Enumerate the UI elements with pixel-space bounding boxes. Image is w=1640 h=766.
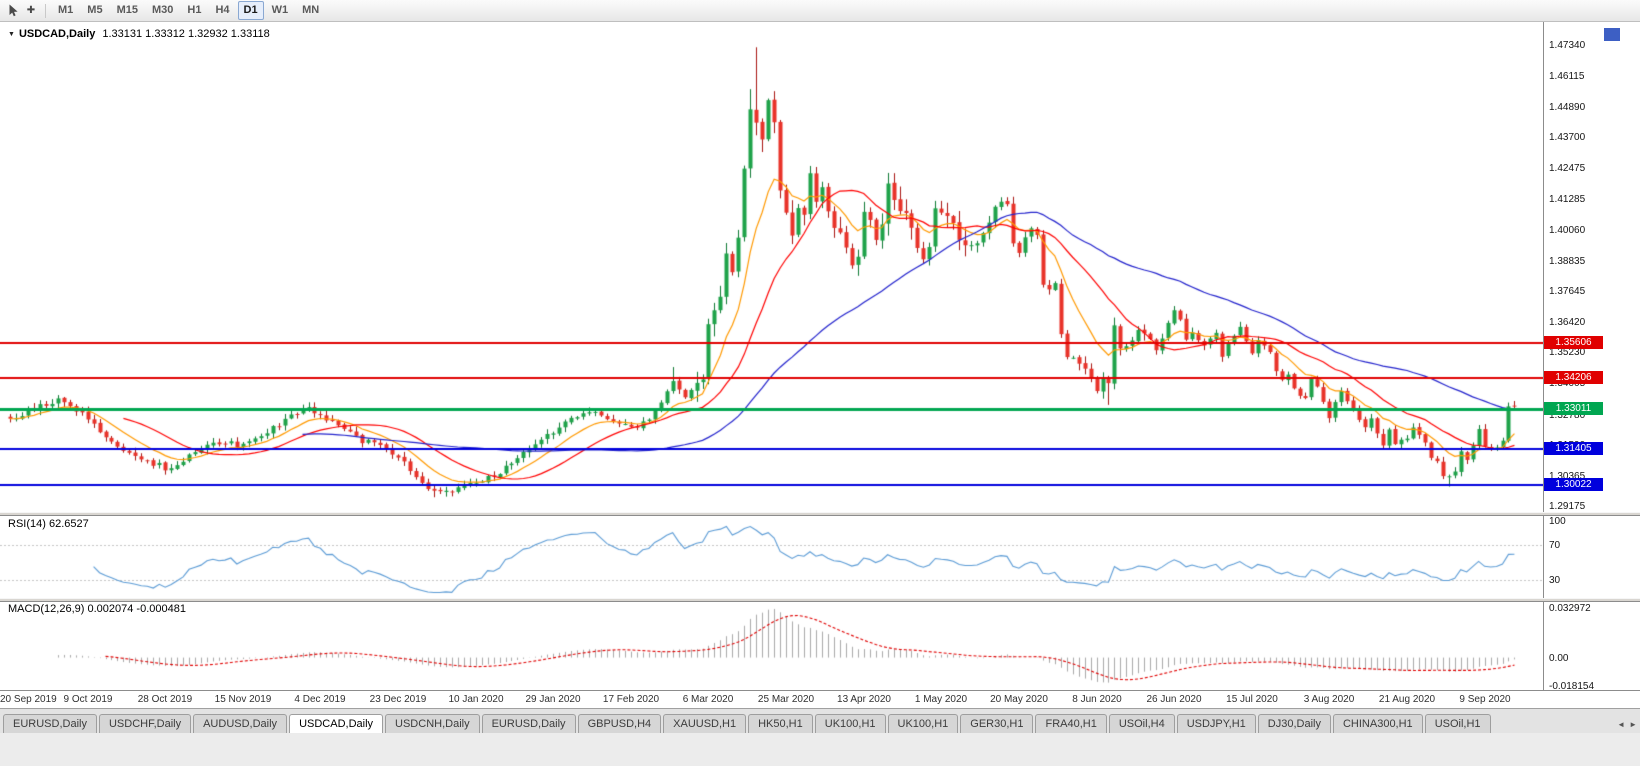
price-chart-canvas[interactable] (0, 22, 1543, 708)
date-axis-label: 21 Aug 2020 (1378, 694, 1436, 705)
macd-axis-label: 0.00 (1549, 653, 1569, 664)
rsi-axis-label: 100 (1549, 516, 1566, 527)
chart-tab-FRA40-H1[interactable]: FRA40,H1 (1035, 714, 1107, 733)
timeframe-button-M15[interactable]: M15 (116, 4, 138, 16)
date-axis-label: 13 Apr 2020 (837, 694, 891, 705)
chart-tab-USOil-H4[interactable]: USOil,H4 (1108, 714, 1175, 733)
date-axis-label: 15 Jul 2020 (1226, 694, 1278, 705)
chart-symbol-label: USDCAD,Daily (18, 28, 96, 40)
chart-tab-DJ30-Daily[interactable]: DJ30,Daily (1257, 714, 1331, 733)
price-line-tag-1.30022: 1.30022 (1544, 478, 1603, 491)
crosshair-icon[interactable]: ✚ (26, 5, 36, 16)
chart-ohlc-values: 1.33131 1.33312 1.32932 1.33118 (102, 28, 270, 40)
chart-tab-USOil-H1[interactable]: USOil,H1 (1424, 714, 1491, 733)
timeframe-button-MN[interactable]: MN (302, 4, 320, 16)
chart-tab-UK100-H1[interactable]: UK100,H1 (814, 714, 886, 733)
price-axis-label: 1.29175 (1549, 501, 1586, 512)
date-axis-label: 3 Aug 2020 (1303, 694, 1355, 705)
timeframe-button-M5[interactable]: M5 (87, 4, 103, 16)
price-axis-label: 1.37645 (1549, 286, 1586, 297)
date-axis-label: 28 Oct 2019 (137, 694, 193, 705)
tabs-scroll-right-icon[interactable]: ► (1629, 720, 1637, 729)
date-axis-label: 25 Mar 2020 (757, 694, 815, 705)
toolbar-separator (45, 3, 46, 18)
price-axis-label: 1.46115 (1549, 71, 1585, 82)
macd-indicator-label: MACD(12,26,9) 0.002074 -0.000481 (8, 603, 186, 615)
timeframe-button-M30[interactable]: M30 (151, 4, 174, 16)
timeframe-button-M1[interactable]: M1 (58, 4, 74, 16)
date-axis-label: 8 Jun 2020 (1072, 694, 1122, 705)
chart-tab-GBPUSD-H4[interactable]: GBPUSD,H4 (577, 714, 662, 733)
timeframe-button-H4[interactable]: H4 (215, 4, 230, 16)
macd-axis-label: 0.032972 (1549, 603, 1591, 614)
chart-tab-AUDUSD-Daily[interactable]: AUDUSD,Daily (193, 714, 288, 733)
price-line-tag-1.33011: 1.33011 (1544, 402, 1603, 415)
chart-tab-CHINA300-H1[interactable]: CHINA300,H1 (1332, 714, 1423, 733)
symbol-caret-icon: ▼ (8, 31, 15, 38)
chart-area[interactable]: ▼ USDCAD,Daily 1.33131 1.33312 1.32932 1.3… (0, 22, 1640, 708)
date-axis-label: 10 Jan 2020 (448, 694, 504, 705)
chart-tab-EURUSD-Daily[interactable]: EURUSD,Daily (481, 714, 576, 733)
chart-tab-USDJPY-H1[interactable]: USDJPY,H1 (1176, 714, 1256, 733)
chart-tab-USDCHF-Daily[interactable]: USDCHF,Daily (98, 714, 192, 733)
date-axis-label: 4 Dec 2019 (294, 694, 346, 705)
rsi-axis-label: 70 (1549, 540, 1561, 551)
price-axis-label: 1.30365 (1549, 471, 1586, 482)
timeframe-button-W1[interactable]: W1 (271, 4, 289, 16)
chart-tab-USDCNH-Daily[interactable]: USDCNH,Daily (385, 714, 480, 733)
bottom-filler (0, 733, 1640, 766)
chart-tab-HK50-H1[interactable]: HK50,H1 (748, 714, 813, 733)
price-axis-label: 1.42475 (1549, 163, 1586, 174)
date-axis-label: 23 Dec 2019 (369, 694, 427, 705)
date-axis-label: 17 Feb 2020 (602, 694, 660, 705)
date-axis-label: 15 Nov 2019 (214, 694, 272, 705)
tabs-scroll-left-icon[interactable]: ◄ (1617, 720, 1626, 729)
rsi-axis-label: 30 (1549, 575, 1561, 586)
date-axis-label: 9 Sep 2020 (1459, 694, 1511, 705)
chart-tab-EURUSD-Daily[interactable]: EURUSD,Daily (3, 714, 97, 733)
price-axis-label: 1.36420 (1549, 317, 1586, 328)
date-axis-label: 26 Jun 2020 (1146, 694, 1202, 705)
price-axis-label: 1.44890 (1549, 102, 1586, 113)
date-axis-label: 20 May 2020 (990, 694, 1048, 705)
timeframe-button-group: M1 M5 M15 M30 H1 H4 D1 W1 MN (51, 1, 326, 20)
timeframe-button-H1[interactable]: H1 (187, 4, 202, 16)
price-axis-label: 1.38835 (1549, 256, 1586, 267)
panel-splitter-macd[interactable] (0, 598, 1640, 602)
chart-tab-USDCAD-Daily[interactable]: USDCAD,Daily (289, 714, 384, 733)
price-line-tag-1.35606: 1.35606 (1544, 336, 1603, 349)
price-scale-separator (1543, 22, 1544, 690)
date-axis-label: 6 Mar 2020 (682, 694, 734, 705)
date-axis-label: 20 Sep 2019 (0, 694, 57, 705)
rsi-indicator-label: RSI(14) 62.6527 (8, 518, 89, 530)
price-axis-label: 1.40060 (1549, 225, 1586, 236)
chart-tab-XAUUSD-H1[interactable]: XAUUSD,H1 (663, 714, 747, 733)
price-axis-label: 1.32780 (1549, 410, 1586, 421)
price-line-tag-1.34206: 1.34206 (1544, 371, 1603, 384)
price-axis-label: 1.43700 (1549, 132, 1586, 143)
price-line-tag-1.31405: 1.31405 (1544, 442, 1603, 455)
chart-tab-UK100-H1[interactable]: UK100,H1 (887, 714, 959, 733)
chart-tab-GER30-H1[interactable]: GER30,H1 (960, 714, 1034, 733)
date-axis-separator (0, 690, 1640, 691)
date-axis-label: 29 Jan 2020 (525, 694, 581, 705)
price-axis-label: 1.41285 (1549, 194, 1586, 205)
date-axis-label: 9 Oct 2019 (63, 694, 113, 705)
chart-tabs-bar: EURUSD,Daily USDCHF,Daily AUDUSD,Daily USDC… (0, 708, 1640, 733)
macd-axis-label: -0.018154 (1549, 681, 1595, 692)
timeframe-button-D1[interactable]: D1 (237, 1, 264, 20)
date-axis-label: 1 May 2020 (914, 694, 968, 705)
panel-splitter-rsi[interactable] (0, 512, 1640, 516)
top-toolbar: ✚ M1 M5 M15 M30 H1 H4 D1 W1 MN (0, 0, 1640, 22)
chart-title: ▼ USDCAD,Daily 1.33131 1.33312 1.32932 1.3… (8, 28, 270, 40)
price-axis-label: 1.47340 (1549, 40, 1586, 51)
scale-marker (1604, 28, 1620, 41)
price-axis-label: 1.35230 (1549, 347, 1586, 358)
cursor-icon[interactable] (4, 2, 22, 20)
